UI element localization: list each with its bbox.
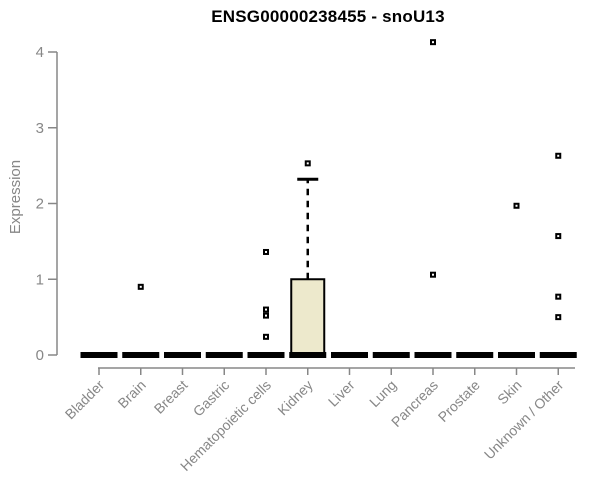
- x-tick-label: Kidney: [274, 377, 316, 419]
- outlier-point: [263, 312, 269, 319]
- y-tick-label: 2: [36, 196, 44, 213]
- outlier-point: [555, 152, 562, 159]
- y-tick-label: 4: [36, 44, 44, 61]
- median-bar: [539, 352, 577, 358]
- chart-title: ENSG00000238455 - snoU13: [211, 7, 445, 26]
- x-tick-label: Skin: [494, 377, 525, 408]
- median-bar: [456, 352, 494, 358]
- median-bar: [247, 352, 285, 358]
- median-bar: [164, 352, 201, 358]
- x-tick-label: Prostate: [435, 377, 483, 425]
- outlier-point: [263, 306, 269, 313]
- outlier-point: [263, 333, 269, 340]
- outlier-point: [263, 248, 269, 255]
- median-bar: [498, 352, 535, 358]
- x-tick-label: Breast: [151, 377, 191, 417]
- median-bar: [205, 352, 243, 358]
- outlier-point: [304, 160, 311, 167]
- outlier-point: [513, 202, 520, 209]
- x-tick-label: Lung: [366, 377, 399, 410]
- x-tick-label: Liver: [325, 377, 358, 410]
- x-tick-label: Brain: [114, 377, 148, 411]
- outlier-point: [555, 233, 562, 240]
- median-bar: [414, 352, 452, 358]
- median-bar: [122, 352, 160, 358]
- x-tick-label: Unknown / Other: [481, 377, 567, 463]
- outlier-point: [555, 314, 562, 321]
- median-bar: [372, 352, 410, 358]
- x-tick-label: Bladder: [62, 377, 108, 423]
- median-bar: [289, 352, 327, 358]
- outlier-point: [137, 283, 144, 290]
- y-tick-label: 3: [36, 120, 44, 137]
- y-tick-label: 0: [36, 347, 44, 364]
- median-bar: [80, 352, 118, 358]
- y-tick-label: 1: [36, 271, 44, 288]
- outlier-point: [555, 293, 562, 300]
- outlier-point: [430, 39, 436, 46]
- median-bar: [331, 352, 368, 358]
- box-rect: [290, 278, 326, 356]
- outlier-point: [430, 271, 436, 278]
